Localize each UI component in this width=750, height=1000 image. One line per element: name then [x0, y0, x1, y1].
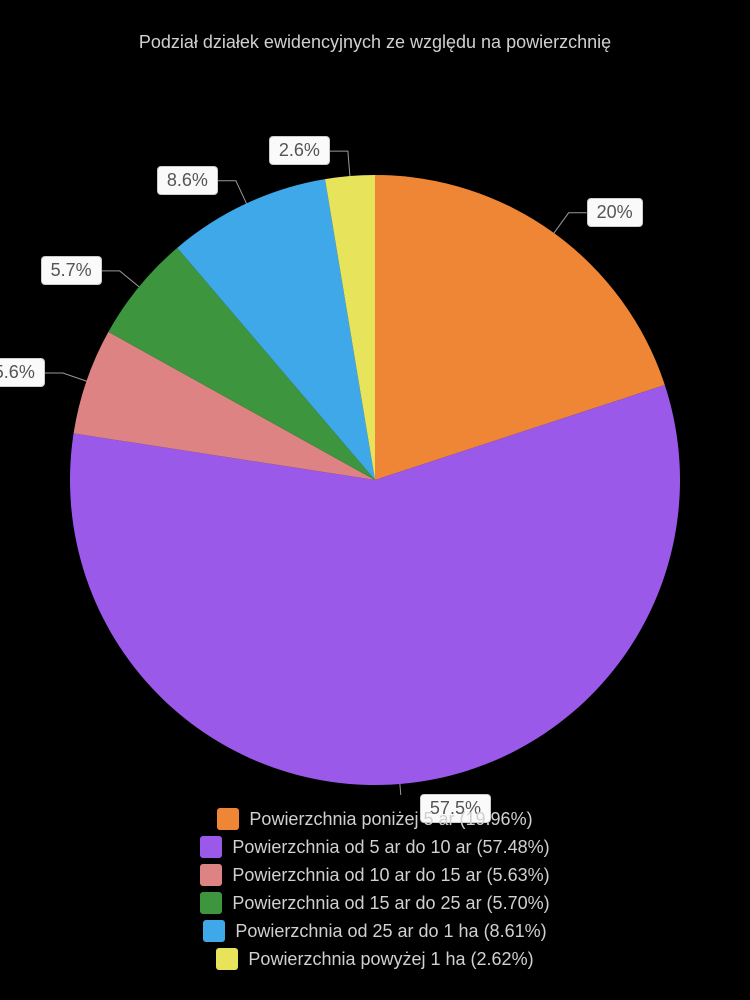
legend-item-2: Powierzchnia od 10 ar do 15 ar (5.63%): [200, 864, 549, 886]
legend-item-5: Powierzchnia powyżej 1 ha (2.62%): [216, 948, 533, 970]
callout-label-2: 5.6%: [0, 358, 45, 387]
legend-item-0: Powierzchnia poniżej 5 ar (19.96%): [217, 808, 532, 830]
legend-item-3: Powierzchnia od 15 ar do 25 ar (5.70%): [200, 892, 549, 914]
legend-item-1: Powierzchnia od 5 ar do 10 ar (57.48%): [200, 836, 549, 858]
legend-swatch-2: [200, 864, 222, 886]
legend-text-2: Powierzchnia od 10 ar do 15 ar (5.63%): [232, 865, 549, 886]
callout-label-0: 20%: [587, 198, 643, 227]
callout-line-4: [218, 181, 247, 204]
legend-text-3: Powierzchnia od 15 ar do 25 ar (5.70%): [232, 893, 549, 914]
legend-text-1: Powierzchnia od 5 ar do 10 ar (57.48%): [232, 837, 549, 858]
legend-swatch-4: [203, 920, 225, 942]
pie-chart: [0, 75, 750, 795]
callout-label-4: 8.6%: [157, 166, 218, 195]
callout-line-0: [554, 213, 587, 233]
legend-text-4: Powierzchnia od 25 ar do 1 ha (8.61%): [235, 921, 546, 942]
legend-swatch-3: [200, 892, 222, 914]
legend: Powierzchnia poniżej 5 ar (19.96%) Powier…: [0, 808, 750, 970]
legend-swatch-1: [200, 836, 222, 858]
legend-swatch-0: [217, 808, 239, 830]
legend-text-0: Powierzchnia poniżej 5 ar (19.96%): [249, 809, 532, 830]
callout-line-3: [102, 271, 139, 287]
callout-line-1: [400, 784, 420, 795]
callout-line-2: [45, 373, 87, 381]
legend-swatch-5: [216, 948, 238, 970]
chart-container: Podział działek ewidencyjnych ze względu…: [0, 0, 750, 1000]
callout-line-5: [330, 151, 350, 176]
legend-item-4: Powierzchnia od 25 ar do 1 ha (8.61%): [203, 920, 546, 942]
callout-label-5: 2.6%: [269, 136, 330, 165]
callout-label-3: 5.7%: [41, 256, 102, 285]
legend-text-5: Powierzchnia powyżej 1 ha (2.62%): [248, 949, 533, 970]
chart-title: Podział działek ewidencyjnych ze względu…: [0, 32, 750, 53]
